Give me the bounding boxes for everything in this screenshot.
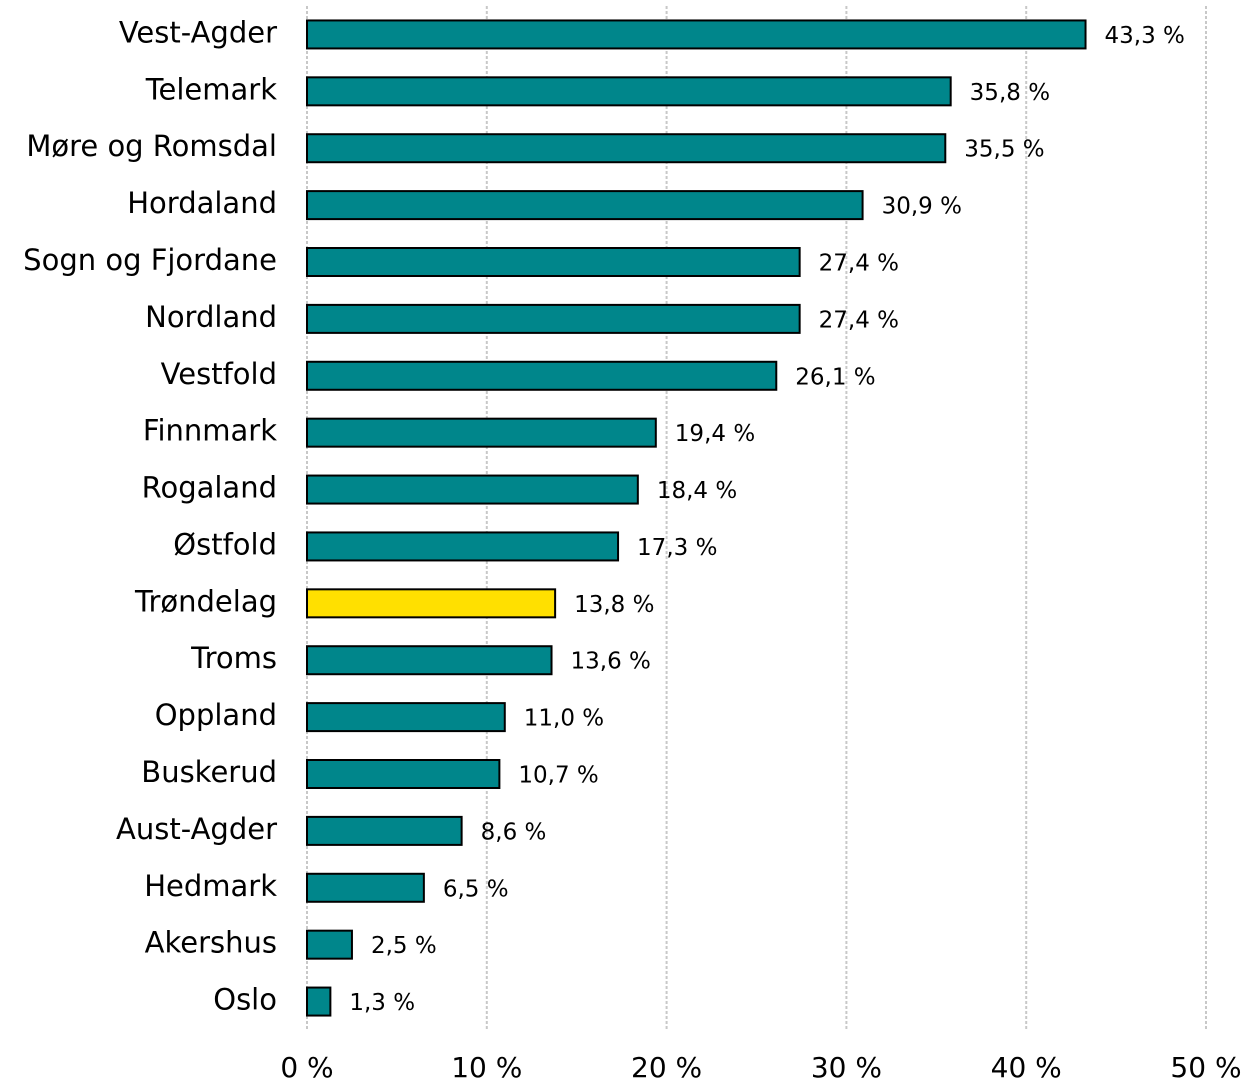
y-tick-label: Vest-Agder	[119, 15, 277, 49]
x-tick-label: 0 %	[280, 1051, 333, 1084]
bar	[306, 19, 1087, 50]
value-label: 18,4 %	[657, 478, 737, 504]
value-label: 17,3 %	[637, 535, 717, 561]
value-label: 6,5 %	[443, 876, 509, 902]
y-tick-label: Aust-Agder	[116, 812, 277, 846]
bar	[306, 360, 778, 391]
value-label: 43,3 %	[1105, 23, 1185, 49]
bar	[306, 986, 332, 1017]
value-label: 27,4 %	[819, 307, 899, 333]
bar	[306, 417, 657, 448]
y-tick-label: Nordland	[145, 300, 277, 334]
x-tick-label: 50 %	[1170, 1051, 1241, 1084]
y-tick-label: Østfold	[173, 527, 277, 561]
y-tick-label: Oppland	[155, 698, 277, 732]
y-tick-label: Akershus	[145, 926, 277, 960]
x-tick-label: 20 %	[631, 1051, 702, 1084]
y-tick-label: Hordaland	[127, 186, 277, 220]
value-label: 1,3 %	[349, 990, 415, 1016]
bar	[306, 929, 353, 960]
y-tick-label: Finnmark	[143, 414, 277, 448]
bar	[306, 815, 463, 846]
bar	[306, 474, 639, 505]
value-label: 19,4 %	[675, 421, 755, 447]
bar	[306, 76, 952, 107]
bar	[306, 645, 553, 676]
y-tick-label: Oslo	[213, 983, 277, 1017]
value-label: 35,5 %	[964, 137, 1044, 163]
x-tick-label: 30 %	[811, 1051, 882, 1084]
y-tick-label: Telemark	[145, 72, 277, 106]
y-tick-label: Troms	[190, 641, 277, 675]
bar	[306, 759, 501, 789]
value-label: 8,6 %	[481, 819, 547, 845]
bar	[306, 588, 557, 619]
value-label: 10,7 %	[518, 763, 598, 789]
y-tick-label: Møre og Romsdal	[26, 129, 277, 163]
y-tick-label: Vestfold	[161, 357, 277, 391]
y-tick-label: Trøndelag	[134, 584, 277, 618]
bar	[306, 702, 506, 733]
value-label: 26,1 %	[795, 364, 875, 390]
value-label: 30,9 %	[882, 194, 962, 220]
y-tick-label: Buskerud	[141, 755, 277, 789]
bar	[306, 872, 425, 903]
value-label: 2,5 %	[371, 933, 437, 959]
y-tick-label: Sogn og Fjordane	[23, 243, 277, 277]
value-label: 35,8 %	[970, 80, 1050, 106]
bar	[306, 247, 801, 277]
value-label: 27,4 %	[819, 251, 899, 277]
bar	[306, 303, 801, 334]
bar	[306, 133, 947, 164]
y-tick-label: Rogaland	[142, 471, 277, 505]
y-tick-label: Hedmark	[144, 869, 277, 903]
bar	[306, 531, 620, 562]
value-label: 13,8 %	[574, 592, 654, 618]
x-tick-label: 40 %	[991, 1051, 1062, 1084]
bar	[306, 190, 864, 221]
value-label: 13,6 %	[571, 649, 651, 675]
value-label: 11,0 %	[524, 706, 604, 732]
x-tick-label: 10 %	[451, 1051, 522, 1084]
